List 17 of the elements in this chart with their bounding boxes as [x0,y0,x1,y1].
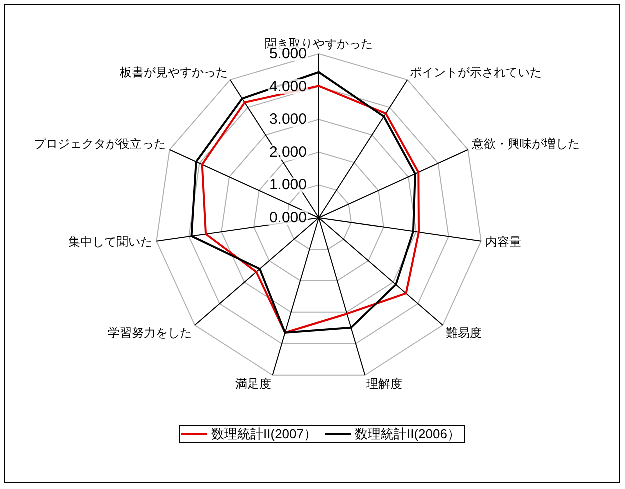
spoke-label: 難易度 [446,326,482,340]
spoke-label: 板書が見やすかった [119,66,228,80]
y-tick-label: 4.000 [269,78,307,96]
spoke-label: 学習努力をした [108,326,192,340]
spoke-label: 集中して聞いた [68,234,153,249]
spoke-label: 満足度 [236,376,272,391]
legend-label: 数理統計II(2007） [212,426,317,442]
legend-label: 数理統計II(2006） [355,426,460,442]
spoke-label: 内容量 [485,234,522,249]
spoke-label: プロジェクタが役立った [34,137,166,152]
y-tick-label: 2.000 [269,144,307,161]
spoke-label: 意欲・興味が増した [470,137,580,152]
spoke-label: ポイントが示されていた [410,66,542,80]
spoke-label: 理解度 [366,376,402,391]
y-tick-label: 0.000 [269,210,307,226]
y-tick-label: 3.000 [269,111,307,128]
y-tick-label: 1.000 [269,176,307,194]
